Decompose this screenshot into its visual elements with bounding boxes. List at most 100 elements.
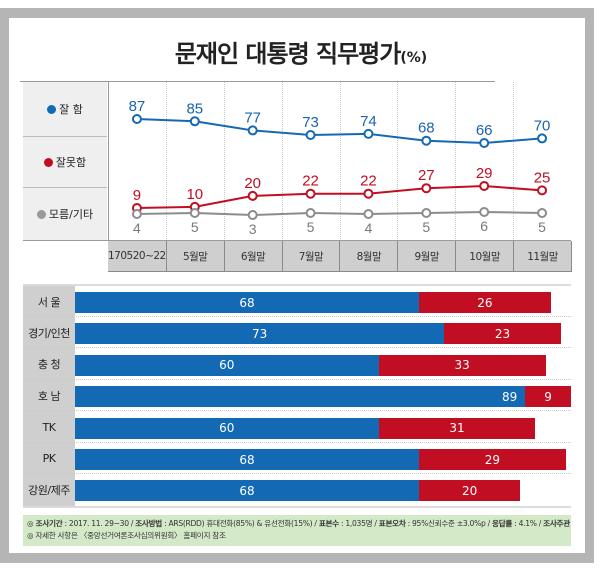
data-label-good: 66 [476, 122, 493, 139]
legend-label: 잘 함 [59, 103, 83, 116]
data-point-good [363, 128, 374, 139]
legend-label: 잘못함 [55, 156, 87, 169]
title-text: 문재인 대통령 직무평가 [174, 40, 402, 68]
series-line-other [136, 210, 543, 217]
footnote-key: ◎ 조사기간 [27, 519, 63, 528]
gridline [513, 82, 515, 241]
row-separator [23, 347, 571, 349]
data-label-bad: 20 [244, 175, 261, 192]
row-separator [23, 473, 571, 474]
gridline [339, 82, 341, 241]
data-point-other [247, 210, 258, 220]
region-label-column [23, 286, 75, 506]
footnote-key: 표본오차 [378, 519, 406, 528]
footnote-key: 표본수 [318, 519, 339, 528]
bar-segment-good: 60 [75, 354, 379, 376]
data-label-other: 5 [191, 219, 199, 235]
legend-item-good: 잘 함 [23, 82, 107, 137]
bar-row: 서 울 68 26 [23, 286, 571, 317]
line-legend: 잘 함 잘못함 모름/기타 [23, 82, 107, 241]
x-tick-label: 170520~22 [108, 250, 166, 262]
legend-dot-icon [43, 157, 53, 167]
legend-divider [108, 82, 109, 271]
data-point-bad [247, 190, 258, 201]
data-point-other [363, 209, 374, 219]
data-label-bad: 29 [476, 165, 493, 182]
footnote-line-1: ◎ 조사기간 : 2017. 11. 29~30 / 조사방법 : ARS(RD… [27, 518, 570, 530]
data-label-good: 73 [302, 114, 319, 131]
data-point-other [305, 208, 316, 218]
survey-footnote: ◎ 조사기간 : 2017. 11. 29~30 / 조사방법 : ARS(RD… [23, 515, 571, 546]
data-label-good: 77 [244, 109, 261, 126]
footnote-line-2: ◎ 자세한 사항은 〈중앙선거여론조사심의위원회〉 홈페이지 참조 [27, 531, 226, 540]
footnote-value: : 95%신뢰수준 ±3.0%p / [405, 519, 493, 528]
bar-row: 충 청 60 33 [23, 349, 571, 380]
x-tick-label: 7월말 [281, 241, 340, 271]
data-label-good: 68 [418, 120, 435, 137]
legend-item-bad: 잘못함 [23, 137, 107, 188]
row-separator [23, 441, 571, 443]
row-separator [23, 316, 571, 317]
bar-segment-bad: 26 [419, 292, 551, 313]
gridline [281, 82, 283, 241]
data-label-good: 85 [186, 100, 203, 117]
legend-dot-icon [47, 104, 57, 114]
region-label: 호 남 [37, 389, 61, 403]
title-unit: (%) [400, 50, 428, 66]
data-point-other [421, 208, 432, 218]
data-label-other: 5 [538, 219, 546, 235]
data-point-bad [421, 183, 432, 194]
footnote-key: 조사주관 [543, 519, 570, 528]
data-point-bad [363, 188, 374, 199]
bar-row: 경기/인천 73 23 [23, 317, 571, 349]
x-tick-label: 5월말 [165, 241, 224, 271]
data-point-good [537, 133, 548, 144]
bar-segment-good: 60 [75, 417, 379, 439]
data-point-bad [537, 185, 548, 196]
data-point-good [189, 116, 200, 127]
bar-row: PK 68 29 [23, 443, 571, 474]
line-chart-top-border [20, 81, 495, 82]
legend-item-other: 모름/기타 [23, 188, 107, 240]
data-label-bad: 9 [133, 187, 141, 204]
data-point-good [479, 138, 490, 148]
bar-row: 강원/제주 68 20 [23, 474, 571, 505]
data-label-bad: 27 [418, 167, 435, 184]
x-tick-label: 8월말 [339, 241, 397, 271]
data-label-other: 6 [480, 218, 488, 234]
footnote-key: 응답률 [492, 519, 513, 528]
bar-segment-good: 73 [75, 323, 445, 345]
region-label: TK [42, 420, 56, 434]
data-point-bad [479, 181, 490, 191]
bar-chart-bottom-border [23, 506, 571, 508]
footnote-value: : 4.1% / [512, 519, 544, 528]
region-label: 경기/인천 [28, 326, 70, 340]
x-tick-label: 9월말 [397, 241, 455, 271]
bar-segment-bad: 9 [525, 386, 571, 408]
data-label-other: 5 [422, 219, 430, 235]
footnote-value: : ARS(RDD) 휴대전화(85%) & 유선전화(15%) / [161, 519, 319, 528]
page-title: 문재인 대통령 직무평가(%) [0, 34, 602, 69]
data-point-other [537, 208, 548, 218]
bar-segment-bad: 29 [419, 449, 566, 470]
footnote-value: : 리서치뷰 [570, 519, 571, 528]
data-point-good [247, 125, 258, 136]
data-point-other [189, 208, 200, 218]
data-point-other [131, 209, 142, 219]
region-label: 충 청 [37, 358, 61, 372]
x-tick-label: 11월말 [513, 241, 571, 271]
region-label: PK [42, 452, 56, 465]
data-label-bad: 25 [534, 169, 551, 186]
data-label-other: 3 [249, 221, 257, 237]
x-tick-label: 10월말 [455, 241, 513, 271]
x-axis-labels: 170520~22 5월말 6월말 7월말 8월말 9월말 10월말 11월말 [108, 241, 572, 272]
bar-segment-bad: 31 [378, 417, 536, 439]
bar-segment-good: 89 [75, 386, 526, 408]
data-label-good: 74 [360, 113, 377, 130]
bar-segment-good: 68 [75, 480, 420, 502]
bar-row: TK 60 31 [23, 412, 571, 443]
gridline [223, 82, 225, 241]
bar-segment-bad: 23 [444, 323, 561, 345]
data-label-good: 70 [534, 117, 551, 134]
